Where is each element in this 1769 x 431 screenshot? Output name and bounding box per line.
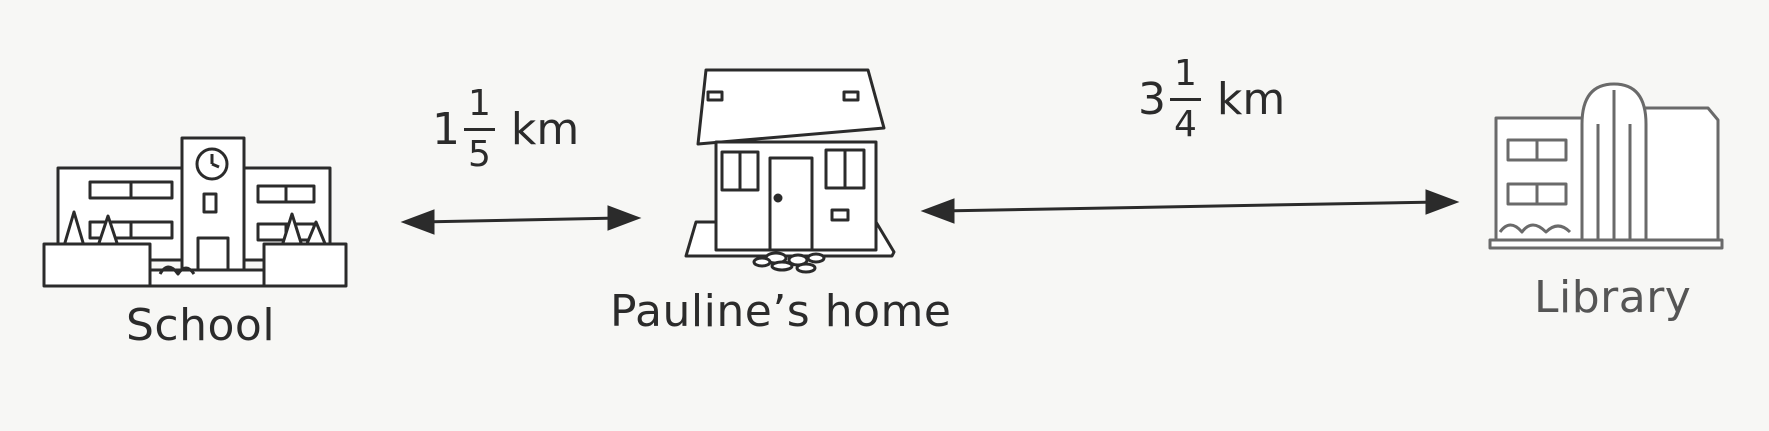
fraction-denominator: 4 [1170,98,1201,143]
distance-whole: 1 [432,104,460,155]
arrow-school-home [400,205,642,235]
arrow-home-library [920,189,1460,224]
library-label: Library [1534,272,1692,323]
school-building-icon [42,136,348,288]
distance-home-library: 3 1 4 km [1138,56,1285,143]
fraction-numerator: 1 [1174,53,1197,94]
fraction-denominator: 5 [464,128,495,173]
home-label: Pauline’s home [610,286,952,337]
distance-unit: km [1216,74,1286,125]
school-label: School [126,300,276,351]
distance-unit: km [510,104,580,155]
distance-whole: 3 [1138,74,1166,125]
house-icon [684,68,896,274]
library-building-icon [1488,82,1724,250]
distance-fraction: 1 4 [1170,56,1201,143]
distance-fraction: 1 5 [464,86,495,173]
distance-school-home: 1 1 5 km [432,86,579,173]
fraction-numerator: 1 [468,83,491,124]
